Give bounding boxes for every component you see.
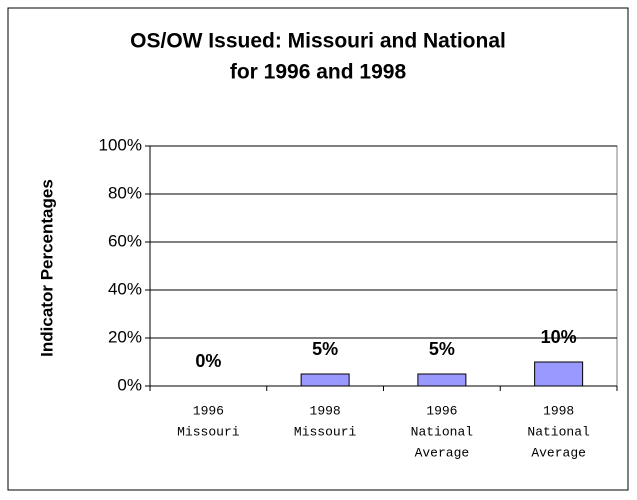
plot-area xyxy=(149,145,618,387)
y-tick-label: 60% xyxy=(108,231,142,250)
x-tick-label: 1996 xyxy=(426,403,457,418)
x-tick-label: 1998 xyxy=(310,403,341,418)
data-label: 10% xyxy=(541,327,577,347)
bar xyxy=(534,361,584,387)
x-tick-label: Missouri xyxy=(177,424,240,439)
bar xyxy=(417,373,467,387)
data-label: 5% xyxy=(429,339,455,359)
x-tick-label: Average xyxy=(531,445,586,460)
y-axis-label: Indicator Percentages xyxy=(37,179,56,357)
y-tick-label: 20% xyxy=(108,327,142,346)
x-tick-label: 1996 xyxy=(193,403,224,418)
x-tick-label: Average xyxy=(415,445,470,460)
y-tick-label: 80% xyxy=(108,183,142,202)
y-tick-label: 100% xyxy=(99,135,142,154)
y-tick-label: 40% xyxy=(108,279,142,298)
data-label: 0% xyxy=(195,351,221,371)
y-tick-label: 0% xyxy=(117,375,142,394)
data-label: 5% xyxy=(312,339,338,359)
chart-title: OS/OW Issued: Missouri and National xyxy=(130,30,506,53)
x-tick-label: National xyxy=(527,424,590,439)
x-tick-label: Missouri xyxy=(294,424,357,439)
x-tick-label: National xyxy=(411,424,474,439)
chart-title: for 1996 and 1998 xyxy=(230,61,407,84)
bar xyxy=(300,373,350,387)
x-tick-label: 1998 xyxy=(543,403,574,418)
